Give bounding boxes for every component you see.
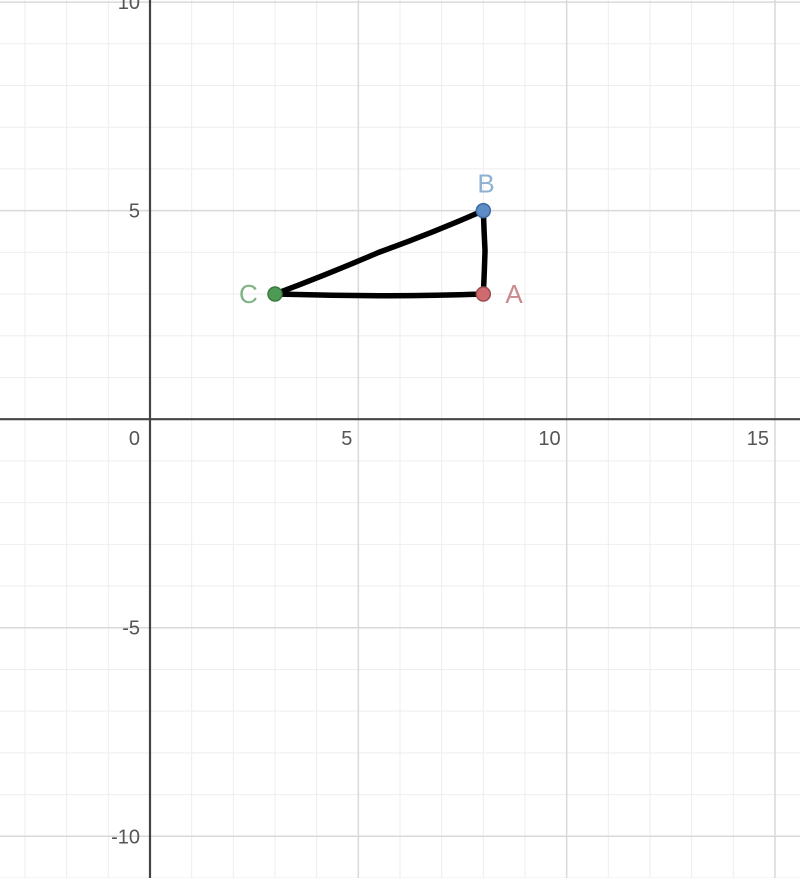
point-label-a: A [505,279,523,309]
x-tick-label: 5 [341,428,352,450]
y-tick-label: -10 [111,826,140,848]
y-tick-label: 10 [118,0,140,14]
y-tick-label: -5 [122,618,140,640]
x-tick-label: 10 [538,428,560,450]
x-tick-label: 15 [747,428,769,450]
point-label-b: B [477,169,494,199]
y-tick-label: 5 [129,201,140,223]
point-a [476,287,490,301]
coordinate-plane-chart: 0 5 10 15 -10 -5 5 10 A B C [0,0,800,878]
point-b [476,204,490,218]
point-label-c: C [239,279,258,309]
point-c [268,287,282,301]
origin-label: 0 [129,428,140,450]
